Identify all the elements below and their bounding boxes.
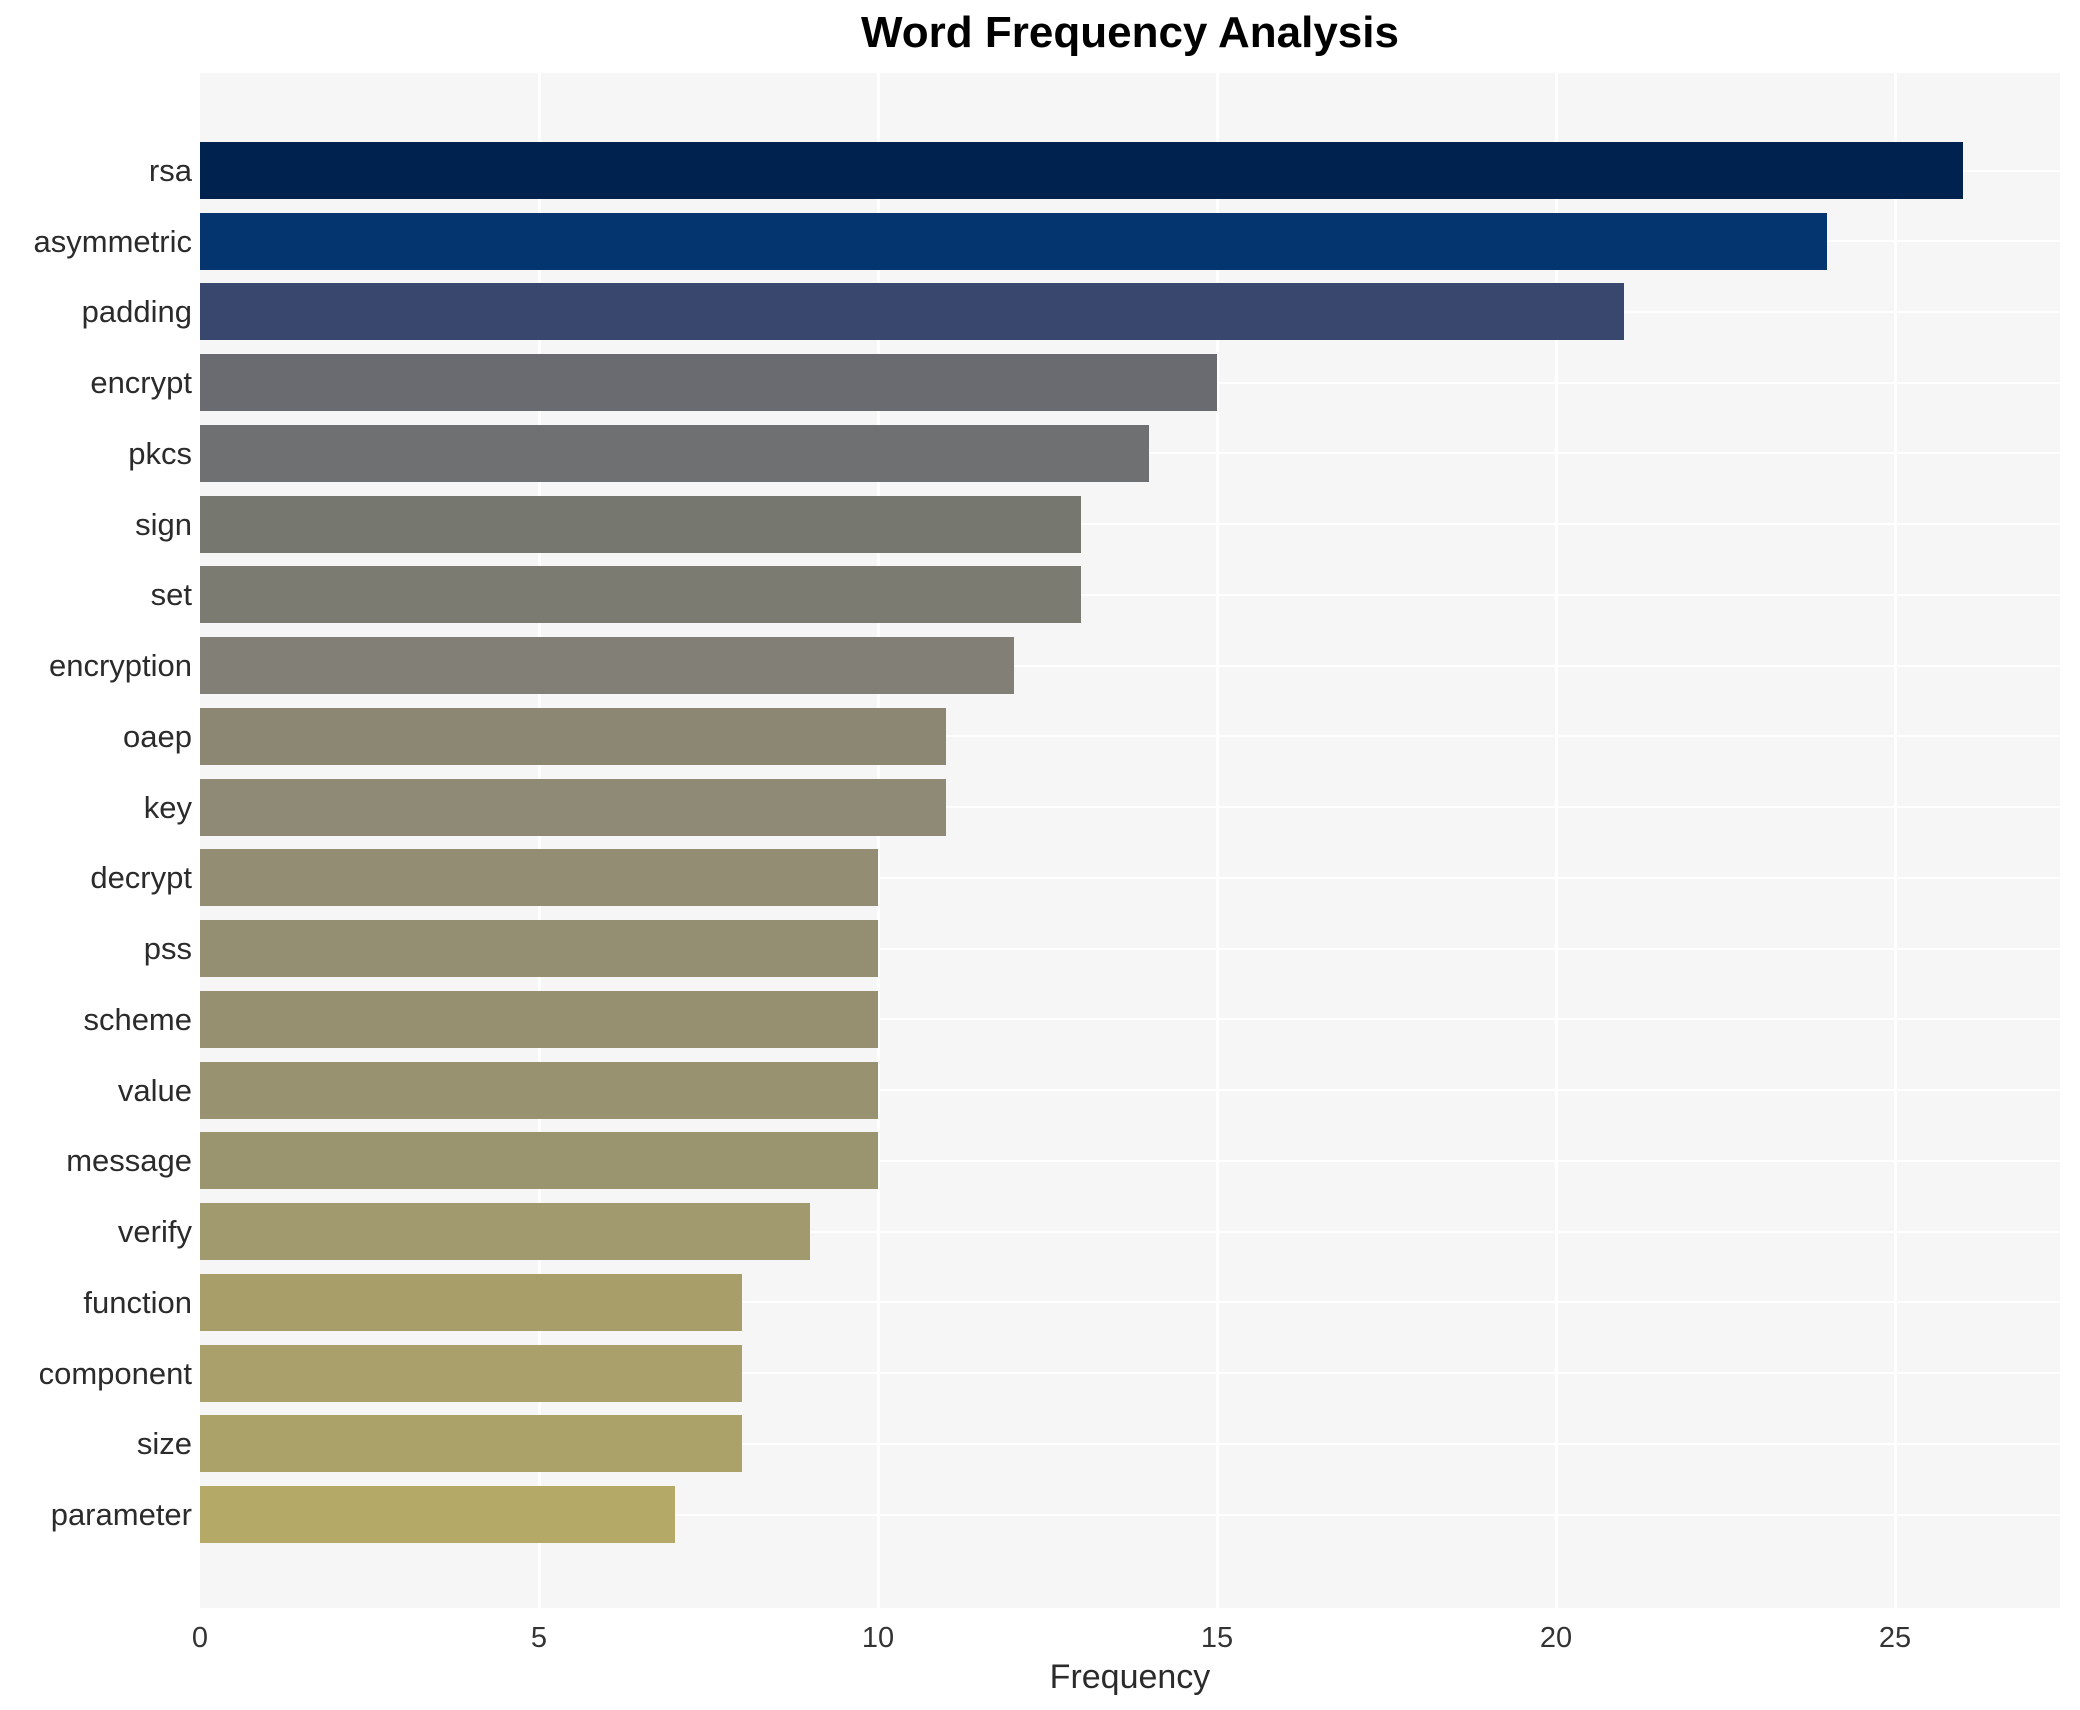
category-label-pss: pss (143, 930, 192, 966)
y-gridline-component (200, 1372, 2060, 1374)
bar-pkcs (200, 425, 1149, 482)
y-gridline-size (200, 1443, 2060, 1445)
x-gridline-25 (1894, 73, 1897, 1608)
category-label-encryption: encryption (48, 647, 192, 683)
category-label-rsa: rsa (148, 152, 192, 188)
category-label-sign: sign (135, 506, 192, 542)
y-gridline-scheme (200, 1018, 2060, 1020)
category-label-scheme: scheme (83, 1001, 192, 1037)
bar-rsa (200, 142, 1963, 199)
plot-area (200, 73, 2060, 1608)
y-gridline-encryption (200, 665, 2060, 667)
bar-decrypt (200, 849, 878, 906)
y-gridline-parameter (200, 1514, 2060, 1516)
y-gridline-oaep (200, 735, 2060, 737)
x-tick-label-20: 20 (1539, 1622, 1573, 1654)
category-label-function: function (83, 1284, 192, 1320)
bar-sign (200, 496, 1081, 553)
bar-pss (200, 920, 878, 977)
x-tick-label-5: 5 (530, 1622, 548, 1654)
bar-message (200, 1132, 878, 1189)
x-tick-label-0: 0 (191, 1622, 209, 1654)
bar-oaep (200, 708, 946, 765)
x-tick-label-25: 25 (1878, 1622, 1912, 1654)
bar-component (200, 1345, 742, 1402)
y-gridline-pss (200, 948, 2060, 950)
y-gridline-set (200, 594, 2060, 596)
category-label-oaep: oaep (123, 718, 192, 754)
category-label-decrypt: decrypt (90, 859, 192, 895)
category-label-parameter: parameter (50, 1496, 192, 1532)
bar-verify (200, 1203, 810, 1260)
category-label-value: value (117, 1072, 192, 1108)
y-gridline-verify (200, 1231, 2060, 1233)
x-axis-label: Frequency (1049, 1658, 1211, 1696)
bar-parameter (200, 1486, 675, 1543)
category-label-component: component (38, 1355, 192, 1391)
category-label-message: message (66, 1142, 192, 1178)
y-gridline-function (200, 1301, 2060, 1303)
x-gridline-15 (1216, 73, 1219, 1608)
category-label-verify: verify (117, 1213, 192, 1249)
y-gridline-sign (200, 523, 2060, 525)
category-label-padding: padding (81, 293, 192, 329)
category-label-asymmetric: asymmetric (33, 223, 192, 259)
bar-value (200, 1062, 878, 1119)
bar-asymmetric (200, 213, 1827, 270)
y-gridline-key (200, 806, 2060, 808)
bar-encryption (200, 637, 1014, 694)
bar-key (200, 779, 946, 836)
x-tick-label-10: 10 (861, 1622, 895, 1654)
y-gridline-value (200, 1089, 2060, 1091)
x-gridline-5 (538, 73, 541, 1608)
y-gridline-decrypt (200, 877, 2060, 879)
x-tick-label-15: 15 (1200, 1622, 1234, 1654)
category-label-pkcs: pkcs (128, 435, 192, 471)
x-gridline-10 (877, 73, 880, 1608)
category-label-encrypt: encrypt (90, 364, 192, 400)
chart-title: Word Frequency Analysis (861, 8, 1399, 57)
category-label-size: size (136, 1425, 192, 1461)
bar-set (200, 566, 1081, 623)
y-gridline-message (200, 1160, 2060, 1162)
bar-size (200, 1415, 742, 1472)
bar-padding (200, 283, 1624, 340)
bar-scheme (200, 991, 878, 1048)
bar-encrypt (200, 354, 1217, 411)
category-label-key: key (143, 789, 192, 825)
bar-function (200, 1274, 742, 1331)
category-label-set: set (150, 576, 192, 612)
x-gridline-20 (1555, 73, 1558, 1608)
